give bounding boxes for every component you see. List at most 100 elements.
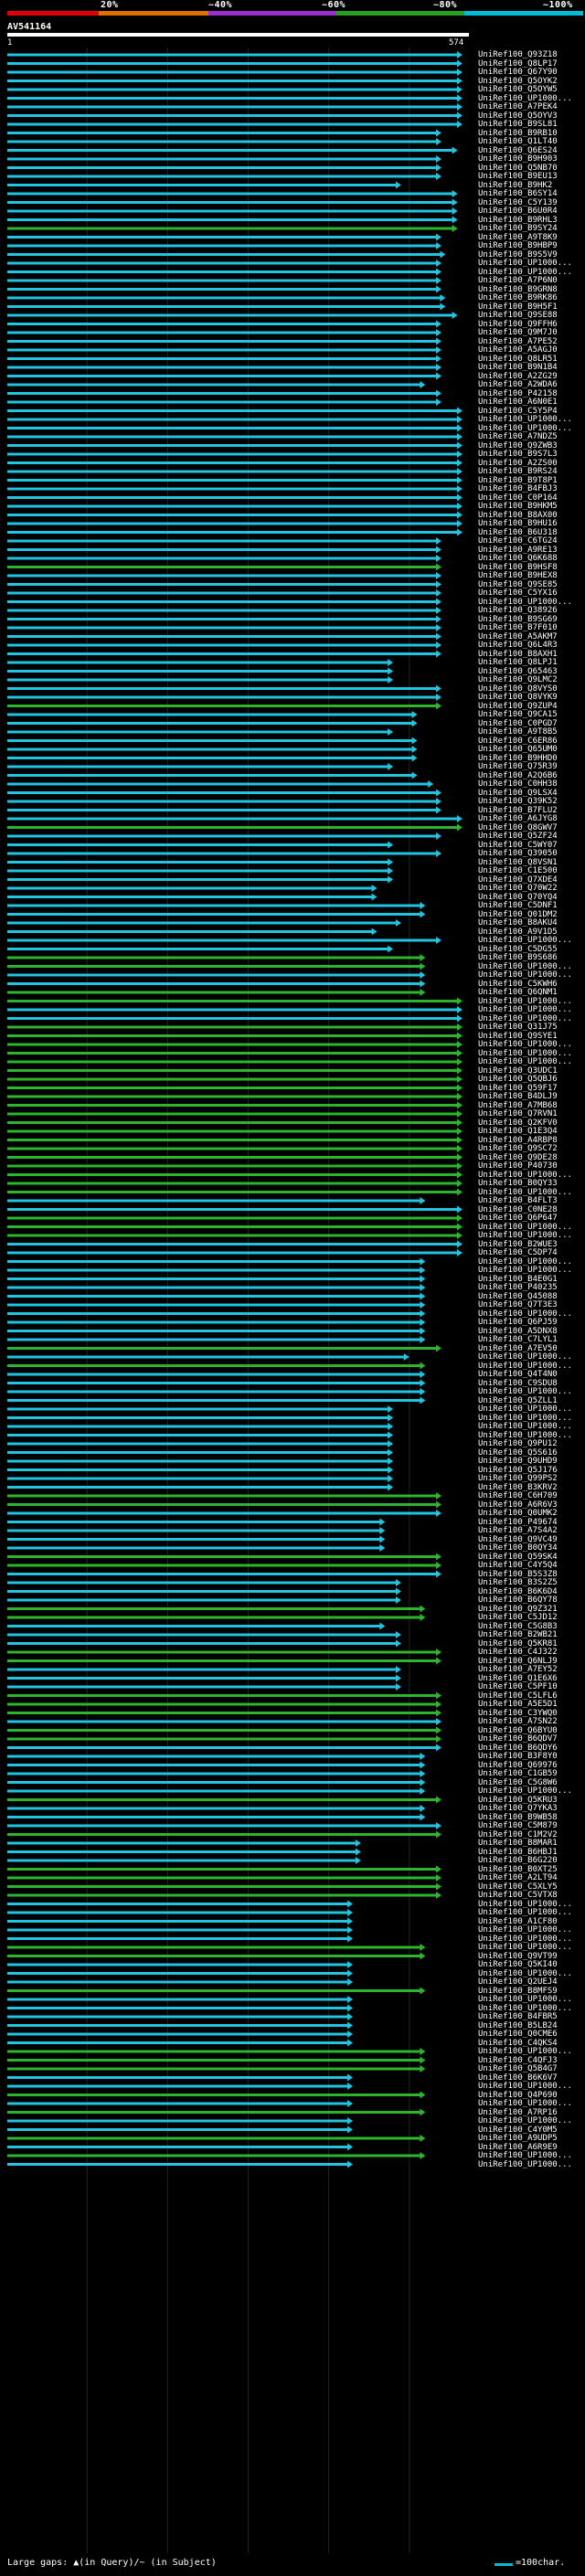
hit-label[interactable]: UniRef100_B9RK86	[478, 293, 558, 302]
hit-label[interactable]: UniRef100_A9UDP5	[478, 2134, 558, 2143]
hit-label[interactable]: UniRef100_A2Q6B6	[478, 770, 558, 780]
hit-label[interactable]: UniRef100_Q9SYE1	[478, 1031, 558, 1041]
hit-bar[interactable]	[7, 1573, 438, 1575]
hit-bar[interactable]	[7, 1798, 438, 1801]
hit-label[interactable]: UniRef100_Q9DE28	[478, 1152, 558, 1162]
hit-bar[interactable]	[7, 2050, 421, 2053]
hit-bar[interactable]	[7, 1511, 438, 1515]
hit-label[interactable]: UniRef100_UP1000...	[478, 2082, 572, 2091]
hit-bar[interactable]	[7, 1399, 421, 1402]
hit-bar[interactable]	[7, 1139, 458, 1141]
hit-label[interactable]: UniRef100_Q0UMK2	[478, 1509, 558, 1518]
hit-label[interactable]: UniRef100_Q9VT99	[478, 1951, 558, 1961]
hit-label[interactable]: UniRef100_C5YX16	[478, 588, 558, 598]
hit-label[interactable]: UniRef100_Q70W22	[478, 884, 558, 893]
hit-label[interactable]: UniRef100_Q8VSN1	[478, 857, 558, 867]
hit-bar[interactable]	[7, 70, 458, 74]
hit-bar[interactable]	[7, 2163, 349, 2166]
hit-bar[interactable]	[7, 383, 421, 387]
hit-label[interactable]: UniRef100_UP1000...	[478, 259, 572, 268]
hit-label[interactable]: UniRef100_B6G220	[478, 1856, 558, 1865]
hit-bar[interactable]	[7, 826, 458, 829]
hit-label[interactable]: UniRef100_B6SY14	[478, 189, 558, 198]
hit-bar[interactable]	[7, 1442, 389, 1446]
hit-label[interactable]: UniRef100_UP1000...	[478, 1170, 572, 1180]
hit-label[interactable]: UniRef100_Q01DM2	[478, 909, 558, 919]
hit-label[interactable]: UniRef100_B6K6D4	[478, 1586, 558, 1596]
hit-bar[interactable]	[7, 1017, 458, 1020]
hit-bar[interactable]	[7, 982, 421, 985]
hit-bar[interactable]	[7, 557, 438, 560]
hit-label[interactable]: UniRef100_UP1000...	[478, 2047, 572, 2056]
hit-bar[interactable]	[7, 105, 458, 109]
hit-label[interactable]: UniRef100_A6N0E1	[478, 398, 558, 407]
hit-bar[interactable]	[7, 122, 458, 126]
hit-label[interactable]: UniRef100_UP1000...	[478, 1995, 572, 2004]
hit-label[interactable]: UniRef100_Q0CME6	[478, 2030, 558, 2039]
hit-bar[interactable]	[7, 244, 438, 248]
hit-bar[interactable]	[7, 635, 438, 638]
hit-bar[interactable]	[7, 1876, 438, 1880]
hit-bar[interactable]	[7, 1338, 421, 1341]
hit-label[interactable]: UniRef100_UP1000...	[478, 1908, 572, 1917]
hit-bar[interactable]	[7, 2084, 349, 2088]
hit-bar[interactable]	[7, 157, 438, 161]
hit-bar[interactable]	[7, 1277, 421, 1280]
hit-bar[interactable]	[7, 400, 438, 404]
hit-bar[interactable]	[7, 1642, 397, 1645]
hit-bar[interactable]	[7, 1286, 421, 1289]
hit-label[interactable]: UniRef100_Q2KFV0	[478, 1118, 558, 1128]
hit-label[interactable]: UniRef100_Q6L4R3	[478, 641, 558, 650]
hit-label[interactable]: UniRef100_Q8VYS0	[478, 684, 558, 694]
hit-bar[interactable]	[7, 1850, 356, 1853]
hit-bar[interactable]	[7, 1833, 438, 1836]
hit-bar[interactable]	[7, 1538, 381, 1541]
hit-label[interactable]: UniRef100_Q5OYV3	[478, 111, 558, 121]
hit-label[interactable]: UniRef100_B8MFS9	[478, 1986, 558, 1996]
hit-bar[interactable]	[7, 1564, 438, 1567]
hit-bar[interactable]	[7, 1529, 381, 1532]
hit-label[interactable]: UniRef100_Q9ZUP4	[478, 701, 558, 711]
hit-label[interactable]: UniRef100_C5M879	[478, 1821, 558, 1830]
hit-label[interactable]: UniRef100_UP1000...	[478, 1187, 572, 1197]
hit-label[interactable]: UniRef100_UP1000...	[478, 1413, 572, 1423]
hit-bar[interactable]	[7, 261, 438, 265]
hit-bar[interactable]	[7, 1208, 458, 1211]
hit-bar[interactable]	[7, 1807, 421, 1810]
hit-label[interactable]: UniRef100_B6QDV7	[478, 1734, 558, 1744]
hit-label[interactable]: UniRef100_Q59SK4	[478, 1552, 558, 1562]
hit-bar[interactable]	[7, 435, 458, 439]
hit-bar[interactable]	[7, 1451, 389, 1454]
hit-label[interactable]: UniRef100_UP1000...	[478, 2116, 572, 2125]
hit-label[interactable]: UniRef100_Q93Z18	[478, 50, 558, 59]
hit-bar[interactable]	[7, 652, 438, 655]
hit-label[interactable]: UniRef100_Q31J75	[478, 1023, 558, 1032]
hit-label[interactable]: UniRef100_A7EY52	[478, 1665, 558, 1674]
hit-label[interactable]: UniRef100_Q1LT40	[478, 137, 558, 146]
hit-label[interactable]: UniRef100_B8AX00	[478, 510, 558, 520]
hit-label[interactable]: UniRef100_B5S3Z8	[478, 1569, 558, 1579]
hit-bar[interactable]	[7, 1989, 421, 1992]
hit-bar[interactable]	[7, 1789, 421, 1793]
hit-label[interactable]: UniRef100_A2ZS00	[478, 458, 558, 468]
hit-label[interactable]: UniRef100_Q65UM0	[478, 745, 558, 754]
hit-label[interactable]: UniRef100_Q69976	[478, 1760, 558, 1770]
hit-label[interactable]: UniRef100_Q5KRU3	[478, 1795, 558, 1805]
hit-bar[interactable]	[7, 305, 441, 308]
hit-bar[interactable]	[7, 1590, 397, 1593]
hit-label[interactable]: UniRef100_B8MAR1	[478, 1839, 558, 1848]
hit-bar[interactable]	[7, 1087, 458, 1089]
hit-bar[interactable]	[7, 1625, 381, 1627]
hit-bar[interactable]	[7, 1737, 438, 1741]
hit-label[interactable]: UniRef100_B9WB58	[478, 1812, 558, 1822]
hit-bar[interactable]	[7, 566, 438, 568]
hit-bar[interactable]	[7, 479, 458, 482]
hit-bar[interactable]	[7, 609, 438, 612]
hit-bar[interactable]	[7, 514, 458, 516]
hit-bar[interactable]	[7, 1320, 421, 1324]
hit-label[interactable]: UniRef100_A7PEK4	[478, 102, 558, 111]
hit-label[interactable]: UniRef100_C6ER86	[478, 736, 558, 746]
hit-bar[interactable]	[7, 1052, 458, 1055]
hit-label[interactable]: UniRef100_Q45088	[478, 1291, 558, 1301]
hit-label[interactable]: UniRef100_Q75R39	[478, 762, 558, 771]
